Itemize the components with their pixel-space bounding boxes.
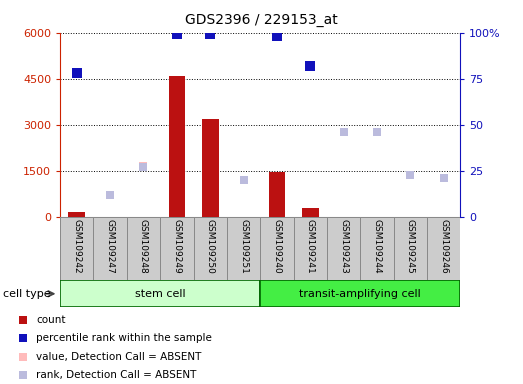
Text: GDS2396 / 229153_at: GDS2396 / 229153_at: [185, 13, 338, 27]
Text: rank, Detection Call = ABSENT: rank, Detection Call = ABSENT: [36, 370, 196, 380]
Text: cell type: cell type: [3, 289, 50, 299]
Text: GSM109251: GSM109251: [239, 219, 248, 274]
Text: GSM109246: GSM109246: [439, 219, 448, 274]
Bar: [127, 217, 160, 280]
Text: GSM109248: GSM109248: [139, 219, 148, 274]
Text: GSM109247: GSM109247: [106, 219, 115, 274]
Text: GSM109244: GSM109244: [372, 219, 381, 273]
Text: value, Detection Call = ABSENT: value, Detection Call = ABSENT: [36, 352, 201, 362]
Bar: [94, 217, 127, 280]
Text: percentile rank within the sample: percentile rank within the sample: [36, 333, 212, 343]
Bar: [360, 217, 393, 280]
Bar: [160, 217, 194, 280]
Bar: [202, 119, 219, 217]
Bar: [260, 280, 460, 307]
Text: GSM109241: GSM109241: [306, 219, 315, 274]
Text: GSM109245: GSM109245: [406, 219, 415, 274]
Text: GSM109240: GSM109240: [272, 219, 281, 274]
Bar: [168, 76, 185, 217]
Bar: [268, 172, 285, 217]
Bar: [293, 217, 327, 280]
Text: GSM109242: GSM109242: [72, 219, 81, 273]
Text: GSM109243: GSM109243: [339, 219, 348, 274]
Bar: [69, 212, 85, 217]
Bar: [227, 217, 260, 280]
Bar: [60, 280, 260, 307]
Bar: [194, 217, 227, 280]
Bar: [60, 217, 94, 280]
Text: GSM109250: GSM109250: [206, 219, 214, 274]
Bar: [327, 217, 360, 280]
Text: transit-amplifying cell: transit-amplifying cell: [299, 289, 421, 299]
Bar: [394, 217, 427, 280]
Bar: [302, 208, 319, 217]
Text: stem cell: stem cell: [135, 289, 186, 299]
Text: count: count: [36, 315, 65, 325]
Text: GSM109249: GSM109249: [173, 219, 181, 274]
Bar: [427, 217, 460, 280]
Bar: [260, 217, 293, 280]
